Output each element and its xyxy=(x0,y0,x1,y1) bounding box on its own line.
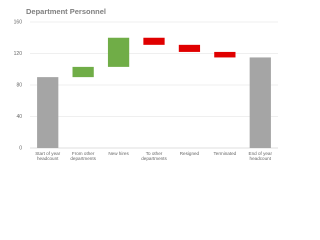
bar xyxy=(249,57,271,148)
y-tick-label: 40 xyxy=(16,114,22,120)
y-tick-label: 0 xyxy=(19,145,22,151)
bar xyxy=(143,37,165,45)
x-tick-label: End of year headcount xyxy=(248,151,273,162)
x-tick-label: To other departments xyxy=(141,151,167,162)
x-tick-label: New hires xyxy=(108,151,129,156)
x-tick-label: Terminated xyxy=(213,151,237,156)
y-tick-label: 160 xyxy=(14,19,23,25)
chart: Department Personnel 0 40 80 120 160 Start o… xyxy=(14,7,278,162)
bar xyxy=(37,77,59,148)
x-tick-label: Resigned xyxy=(179,151,200,156)
bar xyxy=(214,51,236,58)
bar xyxy=(178,44,201,52)
bar xyxy=(72,66,94,78)
x-tick-label: From other departments xyxy=(70,151,96,162)
x-tick-label: Start of year headcount xyxy=(35,151,61,162)
chart-title: Department Personnel xyxy=(26,7,106,16)
y-tick-label: 80 xyxy=(16,82,22,88)
bar xyxy=(107,37,130,67)
chart-svg: Department Personnel 0 40 80 120 160 xyxy=(14,7,278,151)
y-tick-label: 120 xyxy=(14,51,23,57)
